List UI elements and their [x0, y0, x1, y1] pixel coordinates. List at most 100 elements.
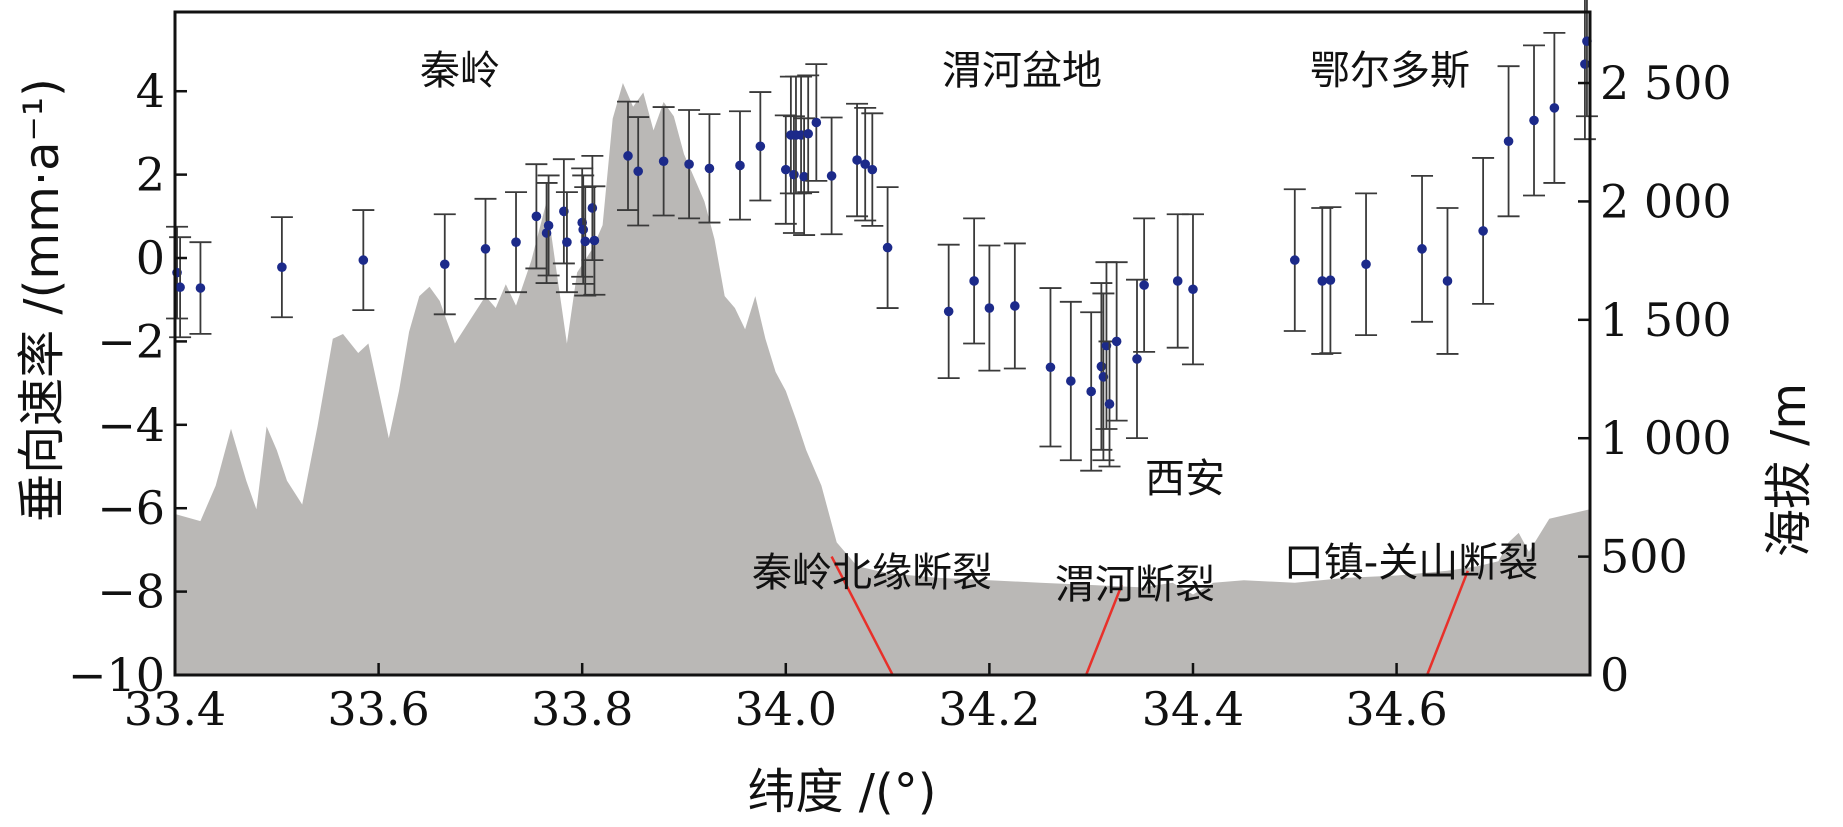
data-point [789, 169, 799, 180]
data-point [852, 155, 862, 165]
data-point [578, 224, 589, 235]
data-point [623, 151, 633, 161]
annotation-qinling: 秦岭 [420, 48, 500, 94]
data-point-group [537, 174, 560, 277]
x-tick-label: 34.2 [938, 682, 1040, 736]
data-point [969, 276, 979, 286]
data-point [175, 282, 185, 293]
data-points-layer [166, 0, 1598, 472]
data-point-group [937, 243, 960, 380]
data-point-group [698, 113, 721, 224]
x-tick-label: 34.6 [1345, 682, 1447, 736]
data-point [1066, 376, 1076, 386]
data-point-group [1575, 0, 1598, 118]
data-point [580, 236, 591, 247]
data-point [704, 163, 715, 174]
terrain-layer [175, 83, 1590, 675]
data-point [358, 255, 369, 265]
data-point [1086, 386, 1096, 397]
data-point-group [854, 107, 877, 222]
data-point [1417, 244, 1427, 254]
data-point [1096, 361, 1107, 372]
y-axis-title: 垂向速率 /(mm·a⁻¹) [14, 78, 70, 522]
data-point-group [793, 117, 816, 236]
data-point [882, 242, 893, 253]
data-point-group [583, 185, 606, 296]
data-point [633, 166, 643, 177]
data-point-group [474, 197, 497, 300]
data-point-group [617, 100, 640, 211]
data-point-group [678, 109, 701, 220]
data-point-group [1059, 300, 1082, 462]
data-point [984, 303, 995, 313]
data-point-group [805, 63, 828, 182]
fault-lines-layer [830, 556, 1470, 676]
data-point-group [1039, 287, 1062, 448]
data-point-group [433, 213, 456, 316]
data-point [1503, 136, 1514, 147]
data-point-group [1133, 217, 1156, 353]
data-point-group [1436, 207, 1459, 355]
y2-tick-label: 2 500 [1600, 56, 1732, 110]
data-point-group [627, 116, 650, 227]
y-tick-label: −8 [97, 565, 165, 619]
data-point [811, 117, 822, 128]
y-tick-label: −6 [97, 481, 165, 535]
data-point [1549, 103, 1560, 113]
data-point [439, 259, 450, 270]
data-point [735, 160, 745, 171]
y2-axis-title: 海拔 /m [1761, 383, 1817, 557]
data-point-group [1319, 206, 1342, 354]
data-point-group [525, 163, 548, 270]
y2-tick-label: 1 500 [1600, 293, 1732, 347]
data-point [658, 156, 669, 167]
data-point-group [505, 191, 528, 294]
annotation-kouzhen-guanshan-fault: 口镇-关山断裂 [1284, 540, 1538, 586]
annotation-qinling-north-fault: 秦岭北缘断裂 [752, 550, 992, 596]
y-tick-label: −10 [68, 648, 165, 702]
data-point-group [1003, 242, 1026, 370]
data-point [1325, 275, 1336, 285]
data-point [1529, 115, 1539, 126]
data-point [195, 283, 206, 293]
data-point [1132, 354, 1142, 364]
data-point-group [1472, 157, 1495, 305]
data-point [1442, 276, 1453, 286]
data-point-group [846, 102, 869, 218]
y2-tick-label: 0 [1600, 648, 1629, 702]
annotation-weihe-basin: 渭河盆地 [942, 48, 1102, 94]
data-point [543, 220, 554, 231]
data-point-group [270, 216, 293, 319]
data-point [860, 159, 870, 169]
terrain-elevation-area [175, 83, 1590, 675]
x-tick-label: 34.0 [735, 682, 837, 736]
data-point-group [1181, 213, 1204, 366]
data-point [562, 237, 572, 247]
data-point-group [1283, 188, 1306, 332]
data-point [684, 159, 694, 169]
data-point-group [728, 110, 751, 221]
data-point [511, 237, 521, 247]
data-point-group [1125, 278, 1148, 440]
data-point-group [749, 91, 772, 202]
x-tick-label: 33.4 [124, 682, 226, 736]
data-point-group [166, 225, 189, 320]
y-tick-label: −4 [97, 398, 165, 452]
axes-layer: 33.4 33.6 33.8 34.0 34.2 34.4 34.6 4 2 0 −2 −4 −6 −8 −… [68, 56, 1732, 736]
x-axis-title: 纬度 /(°) [748, 764, 937, 820]
y-tick-label: −2 [97, 314, 165, 368]
data-point [480, 244, 491, 254]
data-point [1045, 362, 1056, 373]
data-point [1289, 255, 1300, 265]
data-point-group [876, 186, 899, 309]
data-point [1104, 399, 1115, 409]
data-point [1580, 59, 1590, 69]
data-point [780, 164, 791, 175]
y-tick-label: 2 [136, 148, 165, 202]
data-point-group [1166, 213, 1189, 349]
data-point [587, 203, 598, 213]
data-point-group [1523, 44, 1546, 197]
data-point-group [1573, 0, 1596, 141]
data-point-group [1080, 311, 1103, 472]
data-point-group [1105, 261, 1128, 422]
